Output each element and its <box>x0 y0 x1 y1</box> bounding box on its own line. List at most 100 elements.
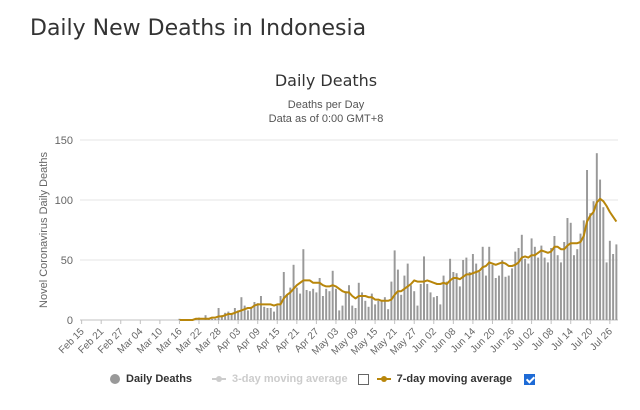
y-tick-label: 0 <box>67 315 73 327</box>
daily-deaths-bar <box>308 291 311 320</box>
daily-deaths-bar <box>465 257 468 320</box>
daily-deaths-bar <box>289 287 292 320</box>
daily-deaths-bar <box>279 296 282 320</box>
checkbox-7day-average[interactable] <box>524 373 536 385</box>
daily-deaths-bar <box>338 310 341 320</box>
daily-deaths-bar <box>357 282 360 320</box>
legend-item-daily-deaths[interactable]: Daily Deaths <box>110 373 192 385</box>
daily-deaths-bar <box>315 292 318 320</box>
y-axis-label: Novel Coronavirus Daily Deaths <box>38 152 50 308</box>
legend-item-7day-average[interactable]: 7-day moving average <box>376 373 513 385</box>
daily-deaths-bar <box>550 248 553 320</box>
daily-deaths-bar <box>374 304 377 320</box>
daily-deaths-bar <box>592 201 595 320</box>
daily-deaths-bar <box>396 269 399 320</box>
legend-marker-daily-deaths <box>110 374 120 384</box>
daily-deaths-bar <box>436 296 439 320</box>
daily-deaths-bar <box>511 268 514 320</box>
daily-deaths-bar <box>556 255 559 320</box>
daily-deaths-bar <box>471 254 474 320</box>
legend-label-daily-deaths: Daily Deaths <box>126 373 193 385</box>
daily-deaths-bar <box>409 285 412 320</box>
daily-deaths-bar <box>266 308 269 320</box>
daily-deaths-bar <box>429 292 432 320</box>
daily-deaths-bar <box>325 288 328 320</box>
daily-deaths-bar <box>295 287 298 320</box>
daily-deaths-bar <box>305 290 308 320</box>
daily-deaths-bar <box>563 242 566 320</box>
daily-deaths-bar <box>302 249 305 320</box>
daily-deaths-bar <box>582 220 585 320</box>
daily-deaths-bar <box>484 275 487 320</box>
daily-deaths-bar <box>579 233 582 320</box>
daily-deaths-bar <box>507 275 510 320</box>
daily-deaths-bar <box>253 302 256 320</box>
y-tick-label: 150 <box>55 135 73 147</box>
daily-deaths-bar <box>586 170 589 320</box>
daily-deaths-bar <box>282 272 285 320</box>
daily-deaths-bar <box>524 258 527 320</box>
daily-deaths-bar <box>439 304 442 320</box>
daily-deaths-bar <box>501 260 504 320</box>
daily-deaths-bar <box>224 312 227 320</box>
daily-deaths-bar <box>475 263 478 320</box>
daily-deaths-chart: Daily Deaths Deaths per Day Data as of 0:0… <box>38 71 618 357</box>
daily-deaths-bar <box>364 300 367 320</box>
seven-day-average-line <box>179 197 618 321</box>
daily-deaths-bar <box>478 272 481 320</box>
daily-deaths-bar <box>263 306 266 320</box>
daily-deaths-bar <box>605 262 608 320</box>
daily-deaths-bar <box>380 300 383 320</box>
chart-legend: Daily Deaths 3-day moving average 7-day … <box>110 368 536 390</box>
daily-deaths-bar <box>452 272 455 320</box>
chart-subtitle-date: Data as of 0:00 GMT+8 <box>269 113 384 125</box>
daily-deaths-bar <box>615 244 618 320</box>
daily-deaths-bar <box>589 213 592 320</box>
daily-deaths-bar <box>211 318 214 320</box>
daily-deaths-bar <box>377 300 380 320</box>
daily-deaths-bar <box>468 272 471 320</box>
daily-deaths-bar <box>312 288 315 320</box>
daily-deaths-bar <box>595 153 598 320</box>
daily-deaths-bar <box>449 258 452 320</box>
x-tick-label: Jul 26 <box>588 326 615 353</box>
daily-deaths-bar <box>426 284 429 320</box>
daily-deaths-bar <box>286 294 289 320</box>
daily-deaths-bar <box>514 251 517 320</box>
daily-deaths-bar <box>527 263 530 320</box>
daily-deaths-bar <box>233 308 236 320</box>
daily-deaths-bar <box>387 309 390 320</box>
page-title: Daily New Deaths in Indonesia <box>30 16 367 41</box>
legend-label-7day-average: 7-day moving average <box>396 373 513 385</box>
daily-deaths-bar <box>517 248 520 320</box>
daily-deaths-bar <box>390 281 393 320</box>
legend-item-3day-average[interactable]: 3-day moving average <box>212 373 348 385</box>
daily-deaths-bar <box>318 278 321 320</box>
daily-deaths-bar <box>530 238 533 320</box>
daily-deaths-bar <box>537 257 540 320</box>
daily-deaths-bar <box>348 285 350 320</box>
checkbox-3day-average[interactable] <box>357 373 369 385</box>
daily-deaths-bar <box>220 315 223 320</box>
daily-deaths-bar <box>273 311 275 320</box>
daily-deaths-bar <box>540 245 543 320</box>
daily-deaths-bar <box>455 273 458 320</box>
daily-deaths-bar <box>445 281 448 320</box>
daily-deaths-bar <box>328 291 331 320</box>
daily-deaths-bar <box>573 255 575 320</box>
daily-deaths-bar <box>432 297 435 320</box>
daily-deaths-bar <box>546 262 549 320</box>
daily-deaths-bar <box>344 291 347 320</box>
daily-deaths-bar <box>416 305 419 320</box>
daily-deaths-bar <box>393 250 396 320</box>
daily-deaths-bar <box>553 236 556 320</box>
daily-deaths-bar <box>237 310 240 320</box>
daily-deaths-bar <box>321 296 324 320</box>
chart-title: Daily Deaths <box>275 71 377 90</box>
daily-deaths-bar <box>370 293 373 320</box>
daily-deaths-bar <box>367 306 370 320</box>
daily-deaths-bar <box>569 222 572 320</box>
daily-deaths-bar <box>214 318 217 320</box>
daily-deaths-bar <box>504 276 507 320</box>
daily-deaths-bar <box>559 262 562 320</box>
